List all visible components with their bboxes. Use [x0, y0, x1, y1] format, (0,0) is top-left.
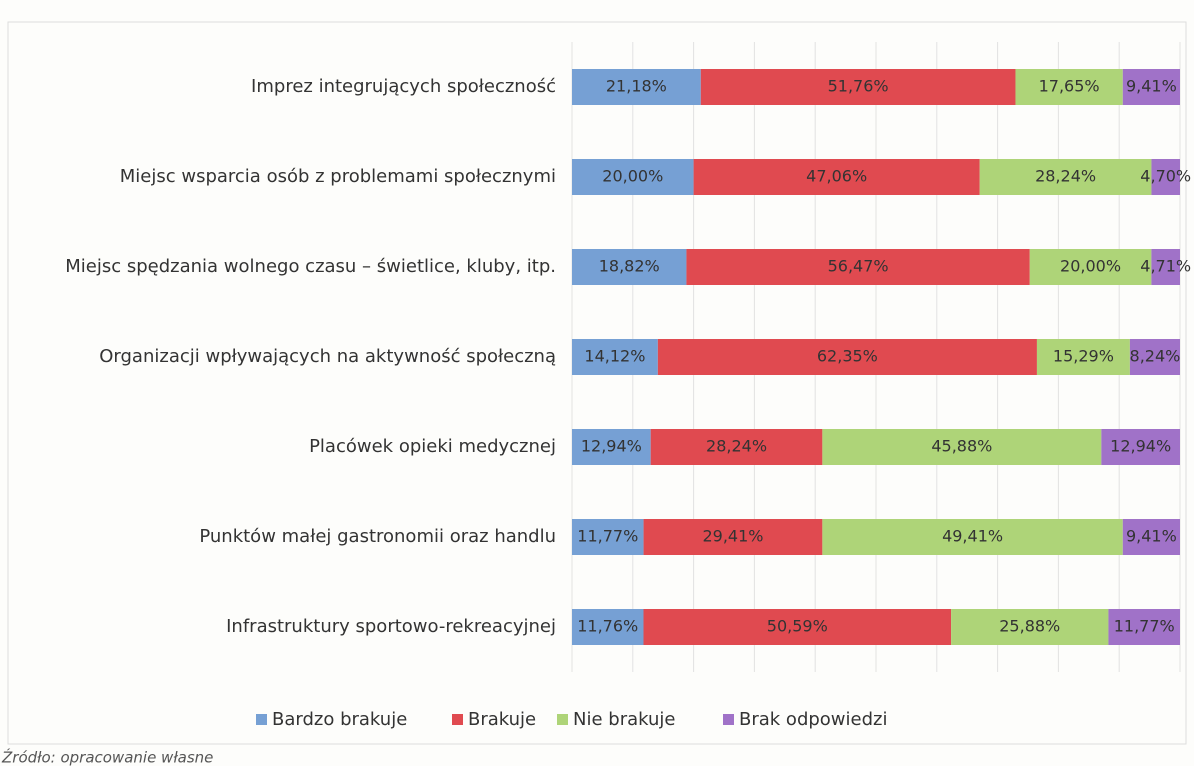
value-label: 51,76% — [828, 77, 889, 96]
bar-segment — [572, 249, 687, 285]
bar-segment — [686, 249, 1030, 285]
value-label: 4,71% — [1140, 257, 1191, 276]
value-label: 20,00% — [602, 167, 663, 186]
source-note: Źródło: opracowanie własne — [1, 748, 213, 766]
bar-segment — [572, 519, 644, 555]
bar-segment — [657, 339, 1037, 375]
bar-segment — [700, 69, 1016, 105]
value-label: 28,24% — [706, 437, 767, 456]
legend-swatch — [256, 714, 267, 725]
category-label: Punktów małej gastronomii oraz handlu — [199, 526, 556, 547]
category-label: Miejsc wsparcia osób z problemami społec… — [120, 166, 556, 187]
value-label: 4,70% — [1140, 167, 1191, 186]
value-label: 17,65% — [1039, 77, 1100, 96]
bar-segment — [572, 159, 694, 195]
bar-segment — [693, 159, 980, 195]
category-label: Organizacji wpływających na aktywność sp… — [99, 346, 556, 367]
value-label: 49,41% — [942, 527, 1003, 546]
legend-swatch — [723, 714, 734, 725]
bar-segment — [979, 159, 1152, 195]
value-label: 56,47% — [828, 257, 889, 276]
value-label: 45,88% — [931, 437, 992, 456]
value-label: 11,77% — [1114, 617, 1175, 636]
bar-segment — [1101, 429, 1180, 465]
legend-label: Nie brakuje — [573, 709, 675, 730]
bar-segment — [572, 69, 701, 105]
value-label: 20,00% — [1060, 257, 1121, 276]
bar-segment — [1122, 69, 1180, 105]
category-label: Imprez integrujących społeczność — [251, 76, 556, 97]
value-label: 12,94% — [1110, 437, 1171, 456]
value-label: 11,76% — [577, 617, 638, 636]
category-label: Infrastruktury sportowo-rekreacyjnej — [226, 616, 556, 637]
bar-segment — [572, 339, 658, 375]
category-label: Placówek opieki medycznej — [309, 436, 556, 457]
legend-label: Bardzo brakuje — [272, 709, 407, 730]
chart-frame — [7, 21, 1187, 745]
value-label: 11,77% — [577, 527, 638, 546]
value-label: 25,88% — [999, 617, 1060, 636]
bar-segment — [572, 429, 651, 465]
legend-swatch — [557, 714, 568, 725]
legend-swatch — [452, 714, 463, 725]
value-label: 9,41% — [1126, 77, 1177, 96]
bar-segment — [643, 519, 823, 555]
value-label: 14,12% — [584, 347, 645, 366]
value-label: 29,41% — [702, 527, 763, 546]
value-label: 15,29% — [1053, 347, 1114, 366]
value-label: 12,94% — [581, 437, 642, 456]
bar-segment — [1036, 339, 1130, 375]
legend-label: Brakuje — [468, 709, 536, 730]
legend-label: Brak odpowiedzi — [739, 709, 887, 730]
bar-segment — [1108, 609, 1180, 645]
bar-segment — [822, 519, 1123, 555]
value-label: 21,18% — [606, 77, 667, 96]
bar-segment — [572, 609, 644, 645]
bar-segment — [1122, 519, 1180, 555]
bar-segment — [1151, 159, 1180, 195]
bar-segment — [1151, 249, 1180, 285]
value-label: 9,41% — [1126, 527, 1177, 546]
bar-segment — [1015, 69, 1123, 105]
bar-segment — [643, 609, 952, 645]
value-label: 8,24% — [1130, 347, 1181, 366]
value-label: 28,24% — [1035, 167, 1096, 186]
bar-segment — [1129, 339, 1180, 375]
bar-segment — [1029, 249, 1152, 285]
value-label: 50,59% — [767, 617, 828, 636]
bar-segment — [822, 429, 1102, 465]
value-label: 62,35% — [817, 347, 878, 366]
bar-segment — [951, 609, 1109, 645]
category-label: Miejsc spędzania wolnego czasu – świetli… — [65, 256, 556, 277]
value-label: 18,82% — [599, 257, 660, 276]
value-label: 47,06% — [806, 167, 867, 186]
bar-segment — [650, 429, 823, 465]
